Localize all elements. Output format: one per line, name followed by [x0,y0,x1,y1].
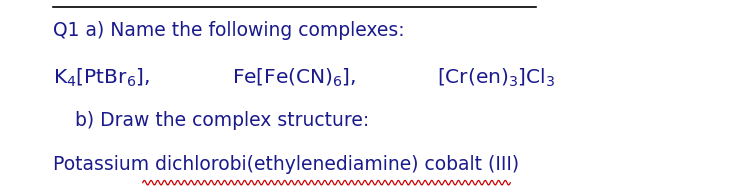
Text: b) Draw the complex structure:: b) Draw the complex structure: [75,111,369,130]
Text: $\mathrm{K_4[PtBr_6],}$: $\mathrm{K_4[PtBr_6],}$ [53,67,149,89]
Text: Q1 a) Name the following complexes:: Q1 a) Name the following complexes: [53,21,404,40]
Text: $\mathrm{[Cr(en)_3]Cl_3}$: $\mathrm{[Cr(en)_3]Cl_3}$ [437,67,556,89]
Text: $\mathrm{Fe[Fe(CN)_6],}$: $\mathrm{Fe[Fe(CN)_6],}$ [232,67,356,89]
Text: Potassium dichlorobi(ethylenediamine) cobalt (III): Potassium dichlorobi(ethylenediamine) co… [53,155,519,174]
